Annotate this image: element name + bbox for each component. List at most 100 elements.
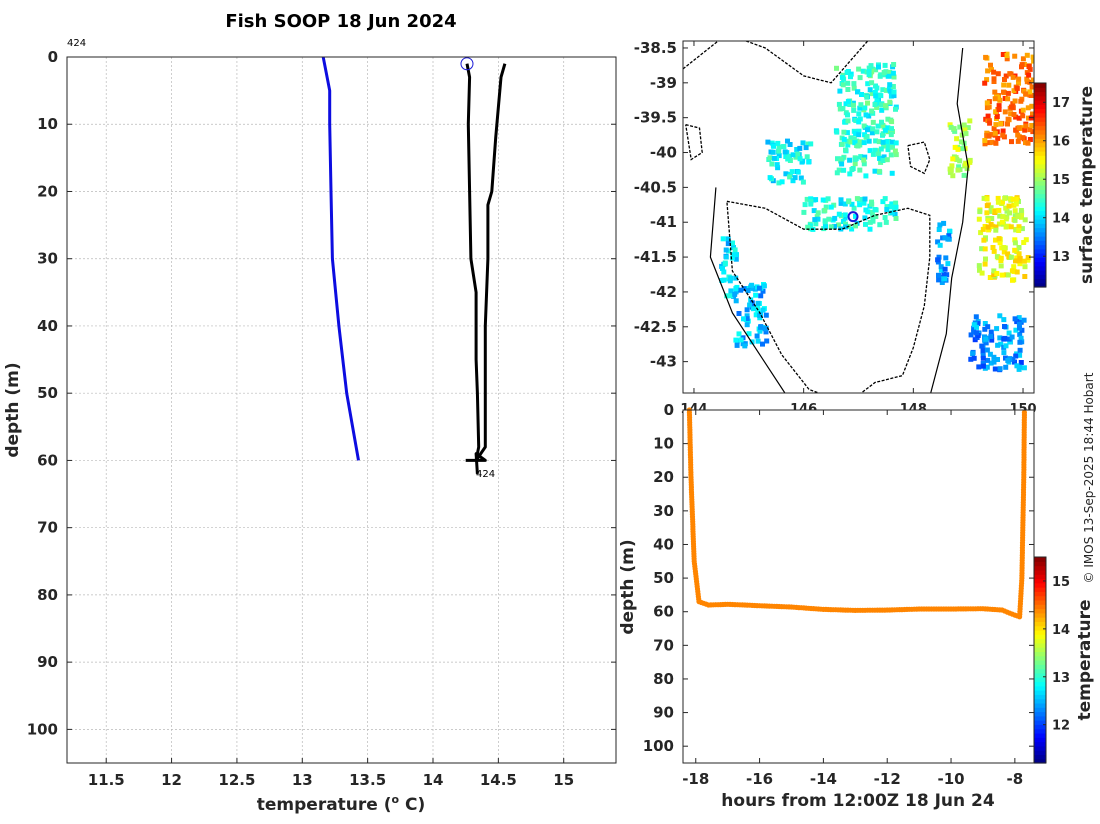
- sst-pixel: [874, 129, 880, 135]
- sst-pixel: [793, 154, 799, 160]
- sst-pixel: [848, 71, 854, 77]
- sst-pixel: [971, 325, 977, 331]
- sst-pixel: [1021, 88, 1027, 94]
- map-y-tick-label: -43: [650, 353, 677, 371]
- sst-pixel: [754, 333, 760, 339]
- sst-pixel: [815, 210, 821, 216]
- sst-pixel: [826, 216, 832, 222]
- profile-y-tick-label: 100: [27, 720, 58, 738]
- sst-pixel: [885, 147, 891, 153]
- sst-pixel: [880, 158, 886, 163]
- sst-pixel: [1003, 73, 1009, 79]
- sst-pixel: [950, 156, 956, 162]
- sst-pixel: [977, 267, 982, 273]
- sst-pixel: [1012, 217, 1018, 223]
- sst-pixel: [885, 129, 891, 135]
- sst-pixel: [836, 167, 842, 173]
- temperature-colorbar-label: temperature: [1075, 599, 1095, 720]
- sst-pixel: [991, 268, 997, 274]
- surface-colorbar-swatch: [1034, 248, 1046, 254]
- sst-pixel: [1025, 255, 1031, 260]
- sst-pixel: [862, 215, 868, 221]
- surface-colorbar-swatch: [1034, 193, 1046, 199]
- sst-pixel: [888, 132, 894, 138]
- sst-pixel: [875, 151, 881, 157]
- sst-pixel: [808, 201, 814, 207]
- trace-point: [1021, 409, 1027, 416]
- sst-pixel: [753, 312, 759, 318]
- sst-pixel: [734, 342, 740, 348]
- sst-pixel: [988, 221, 994, 227]
- sst-pixel: [892, 148, 898, 154]
- sst-pixel: [1009, 334, 1015, 340]
- sst-pixel: [863, 112, 869, 118]
- sst-pixel: [984, 196, 990, 202]
- surface-colorbar-swatch: [1034, 282, 1046, 288]
- temperature-colorbar-swatch: [1034, 758, 1046, 764]
- sst-pixel: [869, 209, 875, 215]
- sst-pixel: [999, 272, 1005, 278]
- sst-pixel: [999, 219, 1005, 225]
- temperature-colorbar-swatch: [1034, 634, 1046, 640]
- depth-time-y-tick-label: 90: [653, 704, 674, 722]
- sst-pixel: [1017, 352, 1023, 358]
- sst-pixel: [867, 87, 873, 93]
- sst-pixel: [993, 227, 999, 233]
- sst-pixel: [998, 121, 1004, 127]
- sst-pixel: [760, 307, 766, 313]
- temperature-colorbar-swatch: [1034, 750, 1046, 756]
- sst-pixel: [1001, 249, 1007, 255]
- sst-pixel: [776, 144, 782, 150]
- sst-pixel: [736, 331, 742, 337]
- sst-pixel: [984, 203, 990, 209]
- sst-pixel: [729, 255, 735, 261]
- sst-pixel: [845, 142, 851, 148]
- sst-pixel: [722, 261, 728, 267]
- sst-pixel: [959, 146, 965, 152]
- surface-colorbar-swatch: [1034, 100, 1046, 105]
- sst-pixel: [1003, 364, 1009, 370]
- sst-pixel: [1017, 364, 1023, 370]
- depth-time-x-axis-label: hours from 12:00Z 18 Jun 24: [721, 791, 995, 811]
- surface-colorbar-swatch: [1034, 180, 1046, 186]
- sst-pixel: [979, 343, 985, 349]
- sst-pixel: [885, 144, 891, 149]
- sst-pixel: [834, 65, 839, 71]
- sst-pixel: [1017, 331, 1023, 337]
- surface-colorbar-swatch: [1034, 202, 1046, 207]
- sst-pixel: [857, 75, 863, 81]
- sst-pixel: [893, 106, 898, 112]
- surface-colorbar-swatch: [1034, 253, 1046, 258]
- sst-pixel: [1018, 208, 1024, 213]
- profile-panel: 11.5 12 12.5 13 13.5 14 14.5 15 0 10 20 30 40 50 60 70 8…: [3, 38, 617, 815]
- sst-pixel: [1025, 105, 1031, 111]
- surface-colorbar-swatch: [1034, 138, 1046, 144]
- sst-pixel: [936, 277, 942, 283]
- sst-pixel: [1019, 214, 1024, 220]
- surface-colorbar-swatch: [1034, 227, 1046, 233]
- temperature-colorbar-tick-label: 12: [1052, 719, 1070, 734]
- profile-y-axis-label: depth (m): [3, 362, 23, 457]
- sst-pixel: [963, 161, 969, 167]
- profile-y-tick-label: 50: [37, 384, 58, 402]
- sst-pixel: [858, 196, 864, 202]
- sst-pixel: [872, 207, 878, 212]
- sst-pixel: [1022, 217, 1028, 223]
- sst-pixel: [1017, 256, 1023, 262]
- depth-time-y-tick-label: 70: [653, 636, 674, 654]
- sst-pixel: [790, 152, 796, 158]
- sst-pixel: [1012, 359, 1017, 365]
- sst-pixel: [938, 264, 944, 270]
- map-y-tick-label: -42: [650, 283, 677, 301]
- profile-line-profile-down: [465, 63, 481, 461]
- bathymetry-contour-shelf-east: [930, 47, 969, 393]
- profile-top-label: 424: [67, 38, 86, 49]
- sst-pixel: [723, 254, 729, 260]
- sst-pixel: [872, 147, 878, 153]
- sst-pixel: [1013, 201, 1019, 207]
- sst-pixel: [884, 207, 890, 212]
- sst-pixel: [976, 263, 982, 269]
- sst-pixel: [849, 167, 855, 172]
- temperature-colorbar-swatch: [1034, 595, 1046, 601]
- sst-pixel: [939, 280, 945, 285]
